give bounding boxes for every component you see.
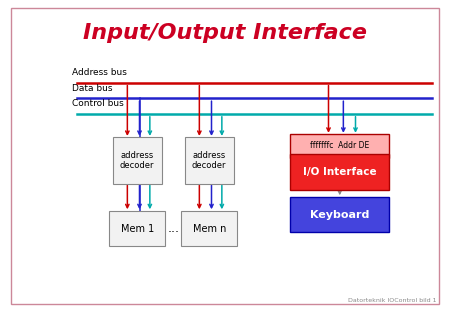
FancyBboxPatch shape: [184, 137, 234, 184]
FancyBboxPatch shape: [112, 137, 162, 184]
Text: address
decoder: address decoder: [120, 151, 154, 170]
Text: Mem n: Mem n: [193, 223, 226, 234]
FancyBboxPatch shape: [290, 154, 389, 190]
Text: Data bus: Data bus: [72, 84, 112, 93]
Text: Mem 1: Mem 1: [121, 223, 154, 234]
Text: Address bus: Address bus: [72, 68, 127, 77]
Text: Datorteknik IOControl bild 1: Datorteknik IOControl bild 1: [348, 298, 436, 303]
FancyBboxPatch shape: [181, 211, 238, 246]
Text: address
decoder: address decoder: [192, 151, 226, 170]
Text: I/O Interface: I/O Interface: [303, 167, 377, 178]
FancyBboxPatch shape: [290, 197, 389, 232]
Text: Control bus: Control bus: [72, 99, 124, 108]
Text: fffffffc  Addr DE: fffffffc Addr DE: [310, 141, 369, 150]
FancyBboxPatch shape: [290, 134, 389, 158]
Text: ...: ...: [167, 222, 179, 235]
Text: Input/Output Interface: Input/Output Interface: [83, 23, 367, 43]
FancyBboxPatch shape: [109, 211, 166, 246]
Text: Keyboard: Keyboard: [310, 209, 369, 220]
